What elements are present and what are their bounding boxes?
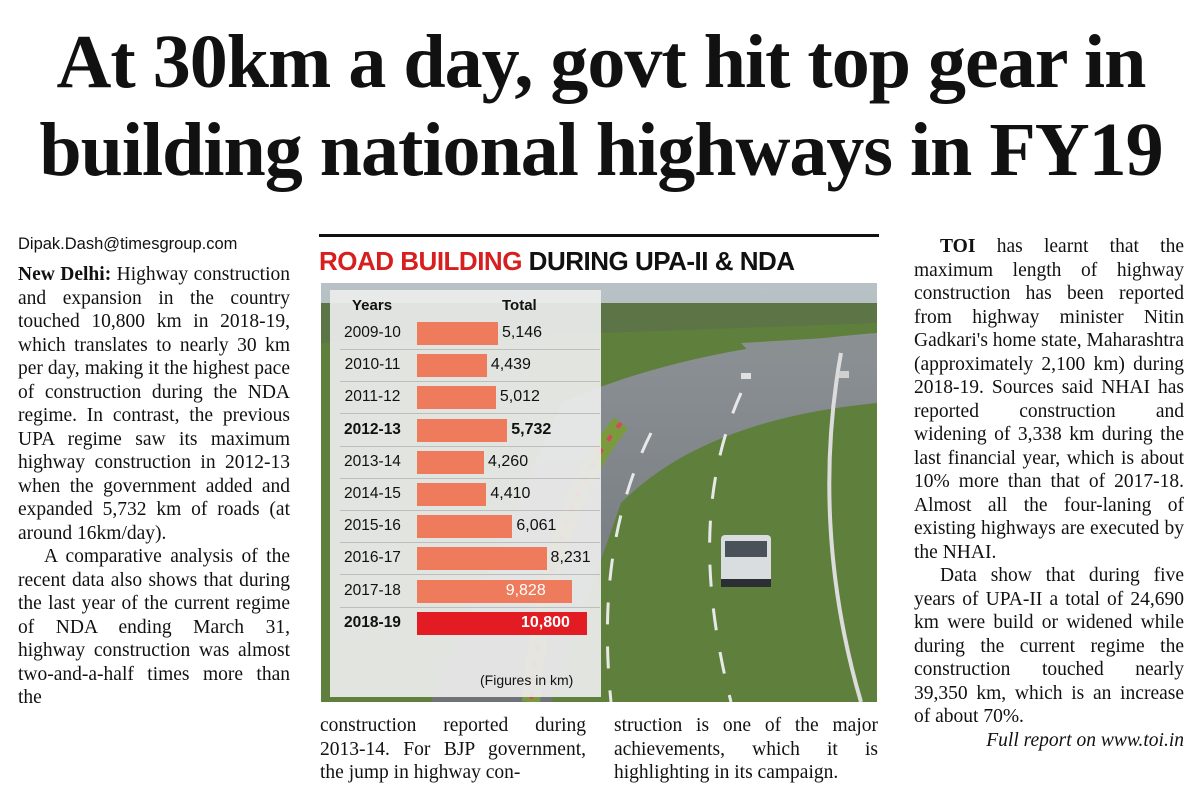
year-label: 2014-15 bbox=[344, 485, 401, 502]
dateline: New Delhi: bbox=[18, 264, 112, 285]
bar bbox=[417, 483, 487, 506]
headline-line-2: building national highways in FY19 bbox=[39, 108, 1163, 192]
graphic-title-red: ROAD BUILDING bbox=[319, 246, 522, 276]
bar bbox=[417, 579, 572, 603]
column-2: construction reported during 2013-14. Fo… bbox=[320, 714, 586, 785]
graphic-top-rule bbox=[319, 234, 879, 237]
bar-row-2014-15: 2014-15 4,410 bbox=[330, 479, 601, 509]
bar-row-2016-17: 2016-17 8,231 bbox=[330, 543, 601, 573]
bar-row-2018-19: 2018-19 10,800 bbox=[330, 608, 601, 638]
bar bbox=[417, 450, 485, 474]
year-label: 2012-13 bbox=[344, 420, 401, 438]
row-separator bbox=[340, 381, 600, 383]
bar bbox=[417, 515, 513, 539]
value-label: 5,012 bbox=[499, 388, 540, 406]
bar bbox=[417, 386, 496, 410]
bar-row-2012-13: 2012-13 5,732 bbox=[330, 415, 601, 445]
bar bbox=[417, 322, 498, 345]
paragraph-1-text: Highway construction and expansion in th… bbox=[18, 264, 291, 544]
byline[interactable]: Dipak.Dash@timesgroup.com bbox=[18, 235, 238, 253]
row-separator bbox=[340, 606, 600, 608]
row-separator bbox=[340, 574, 600, 576]
value-label: 5,146 bbox=[502, 324, 543, 341]
year-label: 2013-14 bbox=[344, 452, 401, 470]
row-separator bbox=[340, 349, 600, 350]
bar-chart-panel: Years Total 2009-10 5,146 2010-11 4,439 2011… bbox=[330, 290, 601, 697]
column-3-text: struction is one of the major achievemen… bbox=[614, 715, 878, 783]
toi-lead: TOI bbox=[940, 236, 976, 257]
row-separator bbox=[340, 413, 600, 415]
value-label: 10,800 bbox=[521, 613, 570, 631]
bar bbox=[417, 418, 508, 442]
bar-row-2013-14: 2013-14 4,260 bbox=[330, 447, 601, 477]
row-separator bbox=[340, 542, 600, 544]
bar-row-2015-16: 2015-16 6,061 bbox=[330, 511, 601, 541]
figures-note: (Figures in km) bbox=[480, 672, 574, 688]
column-1: Dipak.Dash@timesgroup.com New Delhi: Hig… bbox=[18, 233, 290, 710]
column-4: TOI has learnt that the maximum length o… bbox=[914, 235, 1184, 752]
bar-row-2011-12: 2011-12 5,012 bbox=[330, 382, 601, 412]
value-label: 5,732 bbox=[511, 420, 552, 438]
graphic-title: ROAD BUILDING DURING UPA-II & NDA bbox=[319, 244, 879, 278]
value-label: 9,828 bbox=[505, 581, 546, 599]
graphic-title-rest: DURING UPA-II & NDA bbox=[521, 246, 795, 276]
headline: At 30km a day, govt hit top gear in buil… bbox=[0, 18, 1202, 194]
value-label: 4,410 bbox=[490, 485, 531, 502]
road-building-graphic: ROAD BUILDING DURING UPA-II & NDA bbox=[319, 234, 879, 704]
bar bbox=[417, 611, 587, 635]
row-separator bbox=[340, 510, 600, 511]
header-total: Total bbox=[502, 297, 537, 314]
row-separator bbox=[340, 477, 600, 479]
headline-line-1: At 30km a day, govt hit top gear in bbox=[56, 20, 1147, 104]
year-label: 2016-17 bbox=[344, 549, 401, 567]
year-label: 2015-16 bbox=[344, 517, 401, 535]
year-label: 2017-18 bbox=[344, 581, 401, 599]
bar-row-2017-18: 2017-18 9,828 bbox=[330, 576, 601, 606]
year-label: 2010-11 bbox=[344, 356, 401, 374]
value-label: 4,439 bbox=[490, 356, 531, 374]
row-separator bbox=[340, 445, 600, 447]
value-label: 4,260 bbox=[488, 452, 529, 470]
paragraph-data: Data show that during five years of UPA-… bbox=[914, 565, 1184, 727]
bar-row-2009-10: 2009-10 5,146 bbox=[330, 318, 601, 348]
value-label: 8,231 bbox=[550, 549, 591, 567]
paragraph-2: A comparative analysis of the recent dat… bbox=[18, 546, 290, 708]
value-label: 6,061 bbox=[516, 517, 557, 535]
year-label: 2011-12 bbox=[344, 388, 401, 406]
paragraph-toi: TOI has learnt that the maximum length o… bbox=[914, 235, 1184, 564]
column-3: struction is one of the major achievemen… bbox=[614, 714, 878, 785]
bar bbox=[417, 354, 487, 378]
year-label: 2009-10 bbox=[344, 324, 401, 341]
bar-row-2010-11: 2010-11 4,439 bbox=[330, 350, 601, 380]
full-report-link[interactable]: Full report on www.toi.in bbox=[986, 729, 1184, 751]
column-2-text: construction reported during 2013-14. Fo… bbox=[320, 715, 586, 783]
year-label: 2018-19 bbox=[344, 613, 401, 631]
paragraph-1: New Delhi: Highway construction and expa… bbox=[18, 263, 290, 545]
paragraph-toi-text: has learnt that the maximum length of hi… bbox=[914, 236, 1184, 563]
bar bbox=[417, 547, 547, 571]
header-years: Years bbox=[352, 297, 393, 314]
